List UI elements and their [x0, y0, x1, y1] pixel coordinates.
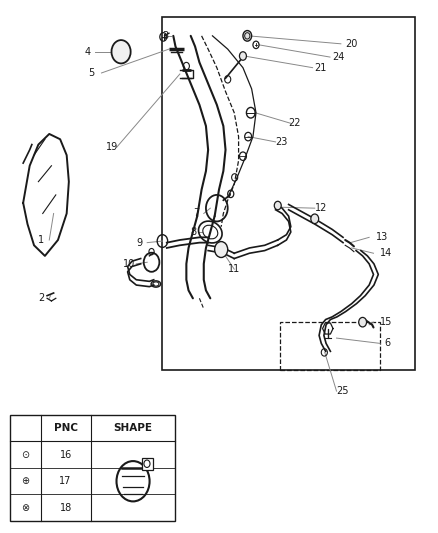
- Bar: [280, 322, 380, 370]
- Text: 6: 6: [385, 338, 391, 349]
- Circle shape: [240, 52, 247, 60]
- Text: 5: 5: [88, 68, 95, 78]
- Text: 16: 16: [60, 450, 72, 460]
- Bar: [142, 458, 152, 470]
- Text: PNC: PNC: [53, 423, 78, 433]
- Text: 14: 14: [380, 248, 392, 259]
- Text: 18: 18: [60, 503, 72, 513]
- Text: ⊗: ⊗: [21, 503, 29, 513]
- Text: ⊙: ⊙: [21, 450, 29, 460]
- Text: 12: 12: [315, 203, 327, 213]
- Circle shape: [359, 317, 367, 327]
- Text: 22: 22: [289, 118, 301, 128]
- Text: 2: 2: [39, 293, 45, 303]
- Circle shape: [274, 201, 281, 210]
- Circle shape: [243, 30, 252, 41]
- Text: 10: 10: [123, 259, 135, 269]
- Text: 1: 1: [39, 235, 45, 245]
- Text: 20: 20: [345, 39, 357, 49]
- Text: SHAPE: SHAPE: [113, 423, 152, 433]
- Bar: [162, 17, 415, 370]
- Text: 23: 23: [276, 137, 288, 147]
- Text: 4: 4: [84, 47, 90, 56]
- Circle shape: [112, 40, 131, 63]
- Text: 9: 9: [136, 238, 142, 248]
- Circle shape: [215, 241, 228, 257]
- Text: 15: 15: [380, 317, 392, 327]
- Text: 7: 7: [193, 208, 199, 219]
- Text: ⊕: ⊕: [21, 477, 29, 486]
- Text: 11: 11: [228, 264, 240, 274]
- Text: 25: 25: [336, 386, 349, 396]
- Text: 19: 19: [106, 142, 118, 152]
- Text: 24: 24: [332, 52, 345, 62]
- Text: 13: 13: [376, 232, 388, 243]
- Circle shape: [311, 214, 319, 223]
- Text: 17: 17: [60, 477, 72, 486]
- Text: 8: 8: [191, 227, 197, 237]
- Text: 3: 3: [162, 31, 169, 41]
- Text: 21: 21: [315, 63, 327, 72]
- Bar: [10, 415, 176, 521]
